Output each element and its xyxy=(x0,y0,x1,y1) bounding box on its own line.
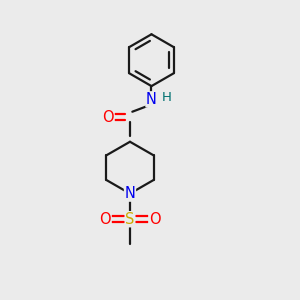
Text: N: N xyxy=(124,186,135,201)
Text: O: O xyxy=(149,212,161,227)
Text: S: S xyxy=(125,212,135,227)
Text: O: O xyxy=(102,110,114,124)
Text: O: O xyxy=(99,212,111,227)
Text: N: N xyxy=(146,92,157,107)
Text: H: H xyxy=(162,92,172,104)
